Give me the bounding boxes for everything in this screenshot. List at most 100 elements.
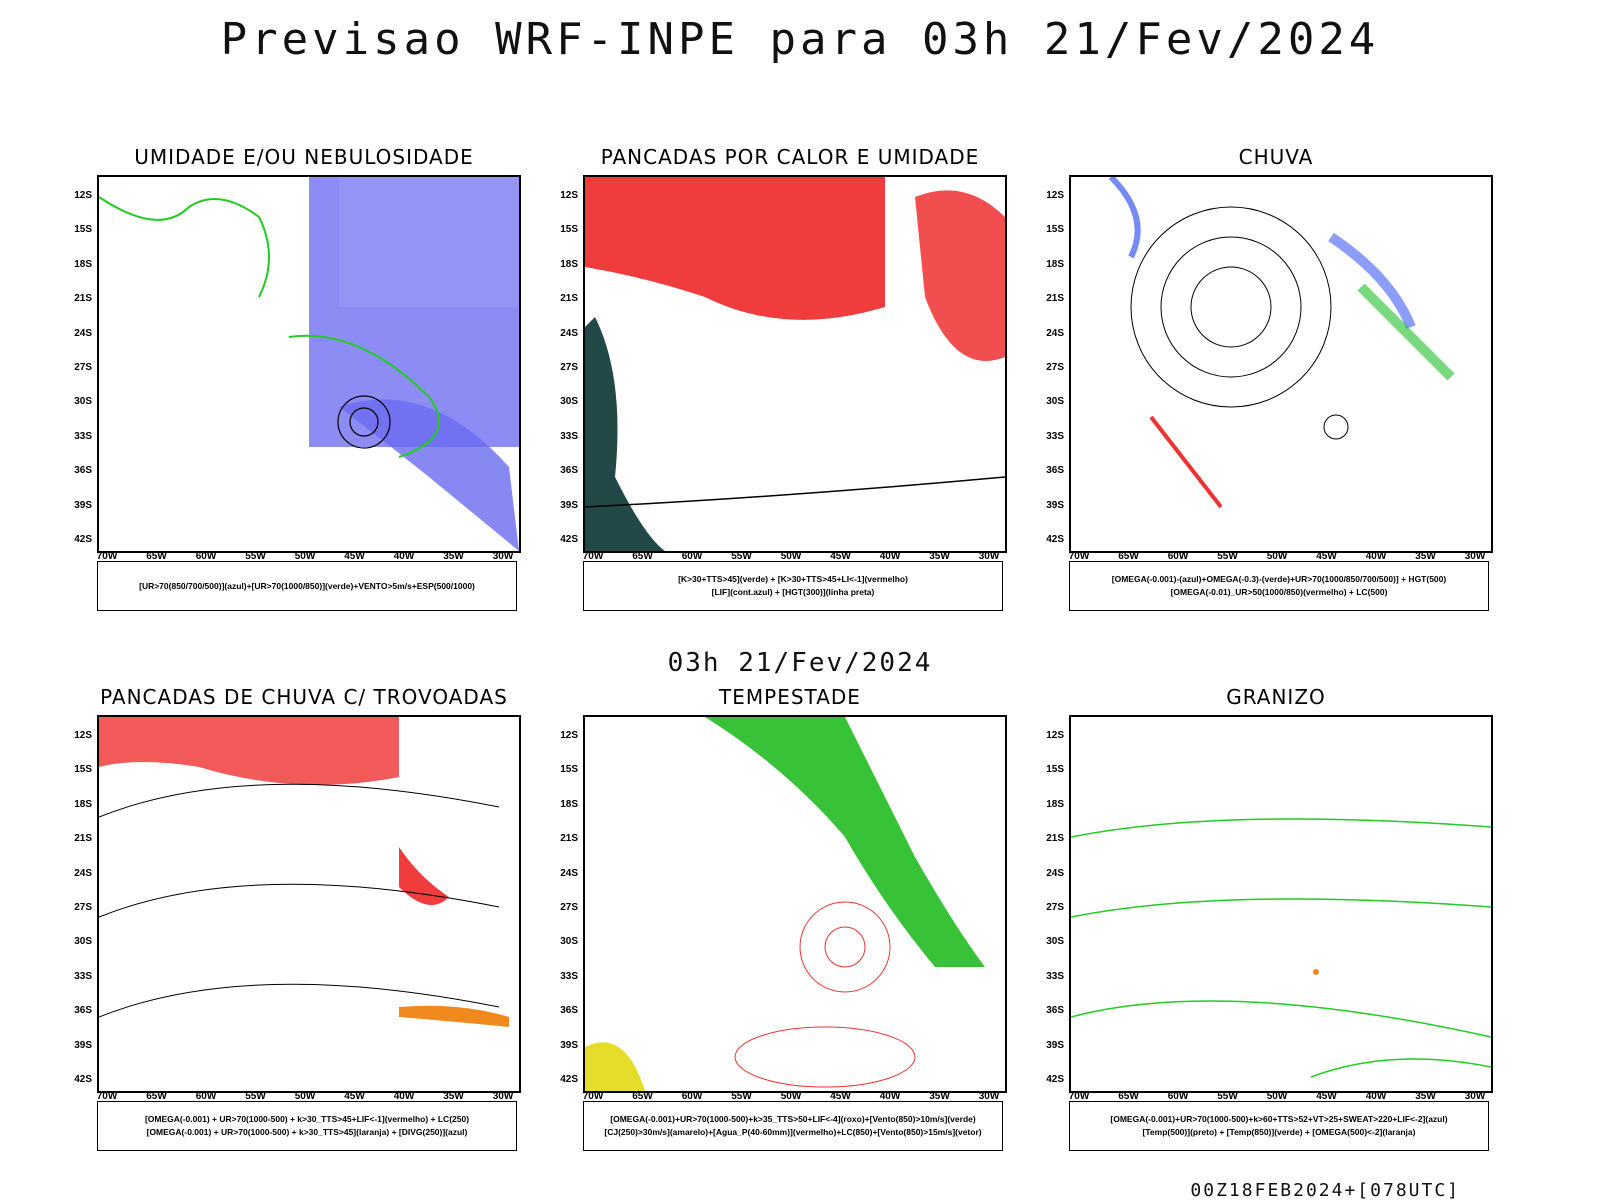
lon-tick-label: 45W	[344, 1091, 365, 1102]
lat-tick-label: 30S	[1046, 936, 1064, 948]
legend-line-2: [OMEGA(-0.001) + UR>70(1000-500) + k>30_…	[146, 1127, 468, 1137]
lon-tick-label: 70W	[582, 551, 604, 562]
lon-tick-label: 35W	[443, 1091, 464, 1102]
lat-tick-label: 21S	[1046, 833, 1064, 845]
panel-trovoadas: PANCADAS DE CHUVA C/ TROVOADAS [OMEGA(-0…	[54, 685, 534, 1151]
lat-tick-label: 42S	[74, 534, 92, 545]
lat-tick-label: 27S	[1046, 902, 1064, 913]
lat-tick-label: 42S	[1046, 534, 1064, 545]
lat-tick-label: 39S	[1046, 499, 1064, 511]
legend-line-1: [OMEGA(-0.001)+UR>70(1000-500)+k>35_TTS>…	[610, 1114, 976, 1124]
lat-tick-label: 33S	[74, 970, 92, 982]
mid-title: 03h 21/Fev/2024	[667, 648, 933, 678]
footer-timestamp: 00Z18FEB2024+[078UTC]	[1190, 1180, 1460, 1201]
map-granizo	[1071, 818, 1491, 1078]
panel-title: PANCADAS POR CALOR E UMIDADE	[600, 145, 980, 169]
lat-tick-label: 18S	[560, 798, 578, 810]
lon-tick-label: 35W	[929, 551, 950, 562]
lat-tick-label: 27S	[1046, 362, 1064, 373]
panel-chuva: CHUVA [OMEGA(-0.001)-(azul)+OMEGA(-0.3)-…	[1026, 145, 1506, 611]
lon-tick-label: 70W	[1068, 551, 1090, 562]
lon-tick-label: 40W	[393, 1091, 415, 1102]
panel-granizo: GRANIZO [OMEGA(-0.001)+UR>70(1000-500)+k…	[1026, 685, 1506, 1151]
lon-tick-label: 60W	[195, 1091, 217, 1102]
lat-tick-label: 21S	[560, 293, 578, 305]
lat-tick-label: 24S	[560, 867, 578, 879]
lat-tick-label: 39S	[560, 1039, 578, 1051]
legend-line-2: [OMEGA(-0.01)_UR>50(1000/850)(vermelho) …	[1170, 587, 1388, 597]
lon-tick-label: 45W	[1316, 1091, 1337, 1102]
lat-tick-label: 15S	[1046, 764, 1064, 776]
lon-tick-label: 40W	[1365, 551, 1387, 562]
lon-tick-label: 30W	[1464, 551, 1486, 562]
lat-tick-label: 33S	[560, 970, 578, 982]
lon-tick-label: 70W	[1068, 1091, 1090, 1102]
lat-tick-label: 36S	[560, 1005, 578, 1017]
panel-title: TEMPESTADE	[719, 685, 861, 709]
lon-tick-label: 70W	[582, 1091, 604, 1102]
lat-tick-label: 21S	[74, 293, 92, 305]
lat-tick-label: 27S	[560, 902, 578, 913]
lat-tick-label: 12S	[560, 730, 578, 741]
main-title: Previsao WRF-INPE para 03h 21/Fev/2024	[220, 14, 1380, 65]
lat-tick-label: 27S	[74, 902, 92, 913]
legend-line-1: [UR>70(850/700/500)](azul)+[UR>70(1000/8…	[139, 580, 475, 591]
lon-tick-label: 45W	[830, 1091, 851, 1102]
lat-tick-label: 27S	[560, 362, 578, 373]
lon-tick-label: 45W	[830, 551, 851, 562]
lat-tick-label: 15S	[74, 764, 92, 776]
lat-tick-label: 15S	[74, 224, 92, 236]
lat-tick-label: 24S	[74, 327, 92, 339]
panel-title: GRANIZO	[1226, 685, 1326, 709]
legend-box: [OMEGA(-0.001) + UR>70(1000-500) + k>30_…	[97, 1101, 517, 1151]
lat-tick-label: 21S	[560, 833, 578, 845]
legend-box: [OMEGA(-0.001)-(azul)+OMEGA(-0.3)-(verde…	[1069, 561, 1489, 611]
lon-tick-label: 65W	[632, 551, 653, 562]
lon-tick-label: 30W	[1464, 1091, 1486, 1102]
lat-tick-label: 15S	[560, 224, 578, 236]
lon-tick-label: 60W	[1167, 1091, 1189, 1102]
lat-tick-label: 12S	[74, 190, 92, 201]
map-chuva	[1108, 177, 1455, 509]
lon-tick-label: 40W	[1365, 1091, 1387, 1102]
lat-tick-label: 33S	[74, 430, 92, 442]
lat-tick-label: 30S	[74, 396, 92, 408]
lon-tick-label: 55W	[731, 1091, 752, 1102]
lat-tick-label: 33S	[560, 430, 578, 442]
lon-tick-label: 65W	[632, 1091, 653, 1102]
legend-box: [UR>70(850/700/500)](azul)+[UR>70(1000/8…	[97, 561, 517, 611]
lat-tick-label: 30S	[560, 936, 578, 948]
lon-tick-label: 50W	[1266, 1091, 1288, 1102]
panel-title: PANCADAS DE CHUVA C/ TROVOADAS	[100, 685, 508, 709]
lon-tick-label: 40W	[393, 551, 415, 562]
lat-tick-label: 12S	[74, 730, 92, 741]
lon-tick-label: 65W	[1118, 551, 1139, 562]
map-area	[97, 715, 521, 1093]
legend-line-1: [OMEGA(-0.001) + UR>70(1000-500) + k>30_…	[144, 1114, 470, 1124]
lon-tick-label: 55W	[731, 551, 752, 562]
lon-tick-label: 60W	[195, 551, 217, 562]
legend-box: [K>30+TTS>45](verde) + [K>30+TTS>45+LI<-…	[583, 561, 1003, 611]
lat-tick-label: 42S	[1046, 1074, 1064, 1085]
panel-tempestade: TEMPESTADE [OMEGA(-0.001)+UR>70(1000-500…	[540, 685, 1020, 1151]
lat-tick-label: 33S	[1046, 970, 1064, 982]
lon-tick-label: 65W	[1118, 1091, 1139, 1102]
lat-tick-label: 39S	[560, 499, 578, 511]
legend-line-1: [K>30+TTS>45](verde) + [K>30+TTS>45+LI<-…	[678, 574, 908, 584]
lon-tick-label: 35W	[1415, 1091, 1436, 1102]
lon-tick-label: 40W	[879, 1091, 901, 1102]
lon-tick-label: 70W	[96, 551, 118, 562]
map-area	[1069, 715, 1493, 1093]
legend-box: [OMEGA(-0.001)+UR>70(1000-500)+k>60+TTS>…	[1069, 1101, 1489, 1151]
lat-tick-label: 27S	[74, 362, 92, 373]
lat-tick-label: 39S	[74, 499, 92, 511]
legend-line-1: [OMEGA(-0.001)-(azul)+OMEGA(-0.3)-(verde…	[1111, 574, 1447, 584]
lon-tick-label: 55W	[245, 1091, 266, 1102]
lat-tick-label: 39S	[1046, 1039, 1064, 1051]
lon-tick-label: 55W	[1217, 1091, 1238, 1102]
map-area	[1069, 175, 1493, 553]
lat-tick-label: 12S	[1046, 190, 1064, 201]
lon-tick-label: 35W	[443, 551, 464, 562]
legend-line-2: [LIF](cont.azul) + [HGT(300)](linha pret…	[711, 587, 875, 597]
lat-tick-label: 36S	[560, 465, 578, 477]
